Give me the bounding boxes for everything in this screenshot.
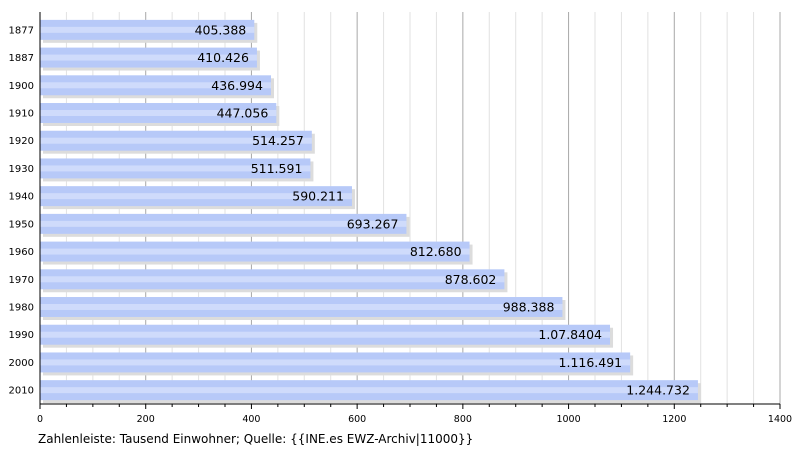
bar-value-label: 878.602	[445, 272, 497, 287]
category-label: 1970	[9, 275, 34, 286]
bar-highlight	[40, 248, 470, 255]
bar-value-label: 1.244.732	[626, 383, 690, 398]
x-tick-label: 1000	[556, 414, 580, 425]
bar-value-label: 590.211	[292, 189, 344, 204]
bar-highlight	[40, 54, 257, 61]
axes-group: 1877 1887 1900 1910 1920 1930 1940 1950 1960 1970…	[9, 12, 792, 425]
bar-highlight	[40, 165, 311, 172]
bar-value-label: 410.426	[197, 50, 249, 65]
x-tick-label: 200	[137, 414, 155, 425]
category-label: 1877	[9, 25, 34, 36]
x-tick-label: 400	[242, 414, 260, 425]
x-tick-label: 600	[348, 414, 366, 425]
bar-highlight	[40, 387, 698, 394]
bar-value-label: 511.591	[251, 161, 303, 176]
x-tick-label: 0	[37, 414, 43, 425]
category-label: 1940	[9, 192, 34, 203]
category-label: 1960	[9, 247, 34, 258]
bar-value-label: 436.994	[211, 78, 263, 93]
bar-highlight	[40, 26, 255, 33]
bar-highlight	[40, 193, 352, 200]
bar-value-label: 1.116.491	[559, 355, 623, 370]
bar-highlight	[40, 82, 271, 89]
category-label: 1990	[9, 330, 34, 341]
bars-group: 405.388 410.426 436.994 447.056 514.257 511.5…	[40, 19, 701, 404]
x-tick-label: 1400	[768, 414, 792, 425]
category-label: 1900	[9, 81, 34, 92]
category-label: 1910	[9, 109, 34, 120]
bar-highlight	[40, 304, 563, 310]
bar-value-label: 405.388	[195, 22, 247, 37]
bar-value-label: 1.07.8404	[538, 327, 602, 342]
category-label: 1930	[9, 164, 34, 175]
bar-highlight	[40, 276, 505, 283]
population-bar-chart: 405.388 410.426 436.994 447.056 514.257 511.5…	[9, 12, 792, 425]
bar-value-label: 693.267	[347, 216, 399, 231]
x-tick-label: 1200	[662, 414, 686, 425]
bar-highlight	[40, 331, 611, 338]
category-label: 2000	[9, 358, 34, 369]
category-label: 1980	[9, 303, 34, 314]
bar-highlight	[40, 220, 407, 227]
bar-value-label: 988.388	[503, 300, 555, 315]
bar-highlight	[40, 137, 312, 144]
bar-highlight	[40, 110, 277, 116]
chart-footnote: Zahlenleiste: Tausend Einwohner; Quelle:…	[38, 432, 474, 446]
bar-value-label: 447.056	[217, 106, 269, 121]
category-label: 1887	[9, 53, 34, 64]
bar-value-label: 514.257	[252, 133, 304, 148]
category-label: 1950	[9, 219, 34, 230]
x-tick-label: 800	[454, 414, 472, 425]
bar-value-label: 812.680	[410, 244, 462, 259]
category-label: 1920	[9, 136, 34, 147]
category-label: 2010	[9, 386, 34, 397]
bar-highlight	[40, 359, 631, 366]
